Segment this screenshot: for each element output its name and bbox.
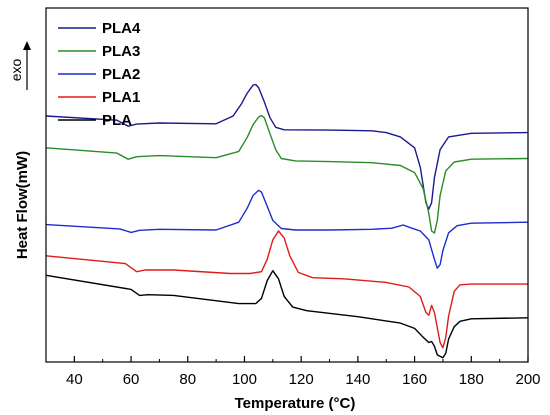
x-axis-title: Temperature (°C) xyxy=(235,395,356,412)
x-axis-title-close: ) xyxy=(350,395,355,412)
x-tick-label: 160 xyxy=(402,371,427,388)
plot-frame xyxy=(45,7,529,363)
x-axis-title-text: Temperature ( xyxy=(235,395,334,412)
legend-label-pla3: PLA3 xyxy=(102,43,140,60)
series-line-pla xyxy=(45,270,529,359)
series-line-pla4 xyxy=(45,83,529,210)
legend: PLA4 PLA3 PLA2 PLA1 PLA xyxy=(58,20,141,129)
exo-indicator: exo xyxy=(8,41,31,90)
x-tick-label: 40 xyxy=(66,371,83,388)
legend-label-pla4: PLA4 xyxy=(102,20,141,37)
legend-label-pla: PLA xyxy=(102,112,132,129)
x-axis: 40 60 80 100 120 140 160 180 200 xyxy=(45,356,541,388)
x-tick-label: 80 xyxy=(179,371,196,388)
series-line-pla2 xyxy=(45,189,529,269)
series-line-pla3 xyxy=(45,114,529,234)
x-axis-title-unit: °C xyxy=(334,395,351,412)
legend-label-pla1: PLA1 xyxy=(102,89,140,106)
x-tick-label: 200 xyxy=(515,371,540,388)
series-line-pla1 xyxy=(45,230,528,349)
exo-arrow-head xyxy=(23,41,31,50)
x-tick-label: 140 xyxy=(345,371,370,388)
exo-label: exo xyxy=(8,59,24,82)
x-tick-label: 120 xyxy=(289,371,314,388)
legend-label-pla2: PLA2 xyxy=(102,66,140,83)
x-tick-label: 180 xyxy=(459,371,484,388)
y-axis-title: Heat Flow(mW) xyxy=(14,151,31,259)
x-tick-label: 100 xyxy=(232,371,257,388)
series-layer xyxy=(45,83,529,359)
x-tick-label: 60 xyxy=(123,371,140,388)
